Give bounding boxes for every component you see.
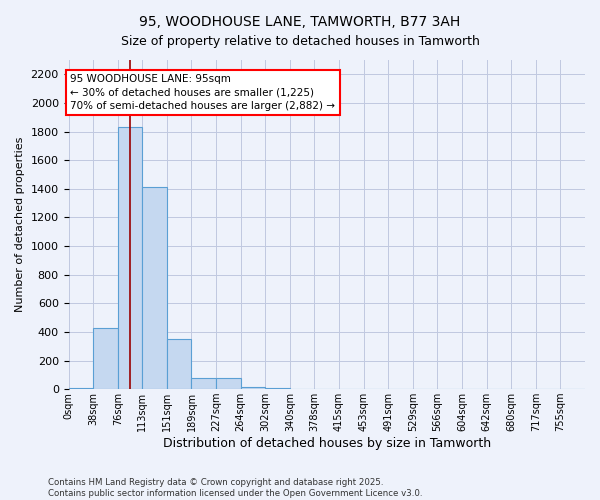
Bar bbox=[191, 378, 216, 389]
Bar bbox=[216, 378, 241, 389]
Bar bbox=[68, 388, 93, 389]
X-axis label: Distribution of detached houses by size in Tamworth: Distribution of detached houses by size … bbox=[163, 437, 491, 450]
Bar bbox=[167, 339, 191, 389]
Text: Size of property relative to detached houses in Tamworth: Size of property relative to detached ho… bbox=[121, 35, 479, 48]
Bar bbox=[118, 128, 142, 389]
Text: 95 WOODHOUSE LANE: 95sqm
← 30% of detached houses are smaller (1,225)
70% of sem: 95 WOODHOUSE LANE: 95sqm ← 30% of detach… bbox=[70, 74, 335, 110]
Bar bbox=[241, 387, 265, 389]
Bar bbox=[93, 328, 118, 389]
Text: Contains HM Land Registry data © Crown copyright and database right 2025.
Contai: Contains HM Land Registry data © Crown c… bbox=[48, 478, 422, 498]
Y-axis label: Number of detached properties: Number of detached properties bbox=[15, 137, 25, 312]
Bar bbox=[265, 388, 290, 389]
Text: 95, WOODHOUSE LANE, TAMWORTH, B77 3AH: 95, WOODHOUSE LANE, TAMWORTH, B77 3AH bbox=[139, 15, 461, 29]
Bar bbox=[142, 188, 167, 389]
